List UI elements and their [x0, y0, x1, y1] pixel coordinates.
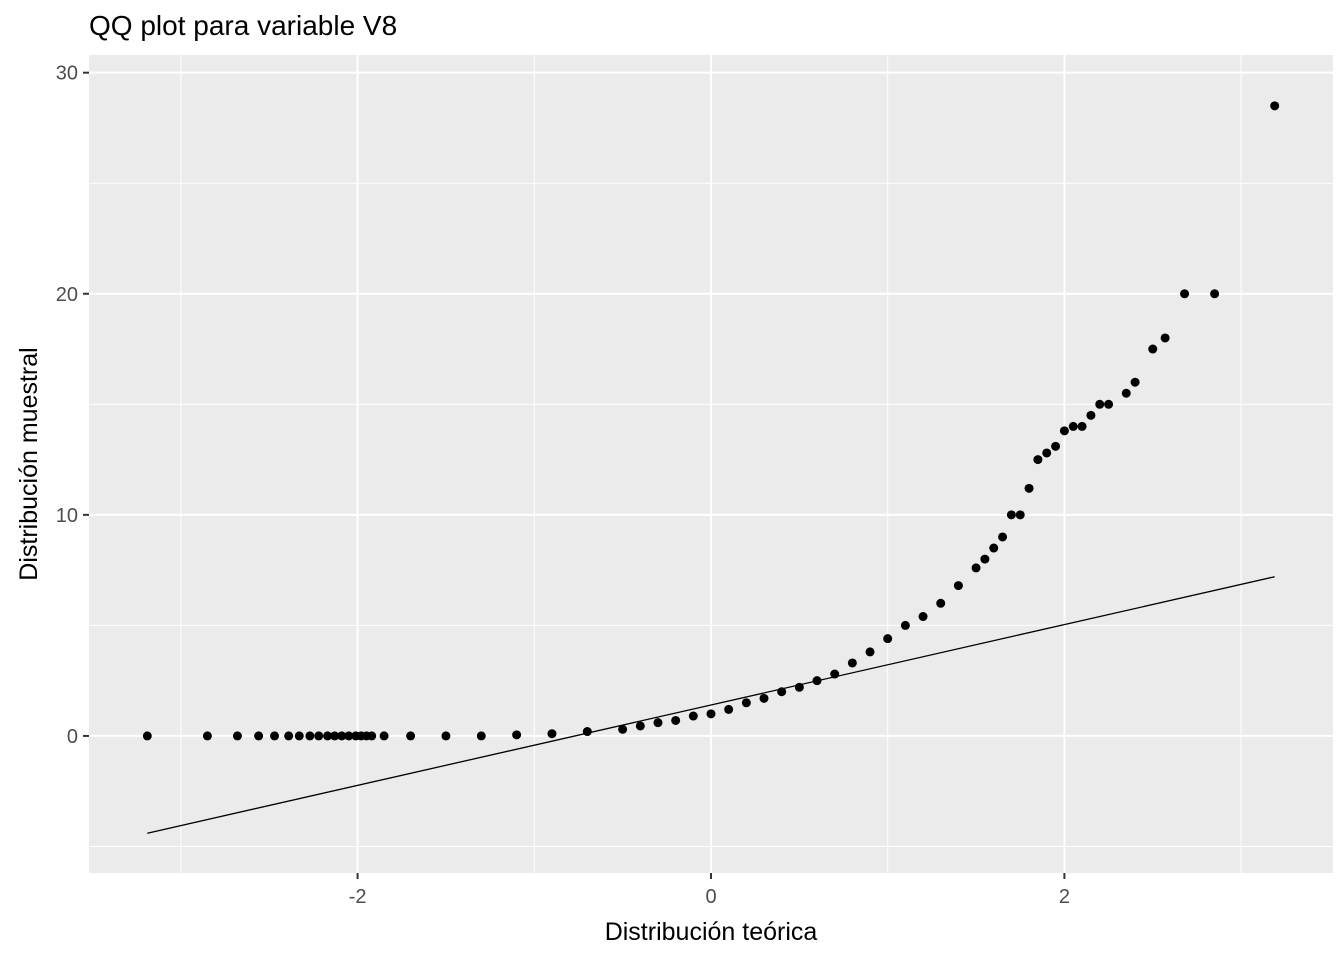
- data-point: [936, 598, 946, 608]
- data-point: [688, 711, 698, 721]
- data-point: [582, 727, 592, 737]
- data-point: [1095, 399, 1105, 409]
- data-point: [1086, 410, 1096, 420]
- data-point: [1180, 289, 1190, 299]
- data-point: [337, 731, 347, 741]
- data-point: [1033, 455, 1043, 465]
- data-points: [142, 101, 1280, 741]
- data-point: [284, 731, 294, 741]
- data-point: [294, 731, 304, 741]
- chart-title: QQ plot para variable V8: [89, 10, 398, 41]
- y-tick-label: 10: [56, 505, 78, 527]
- data-point: [1059, 426, 1069, 436]
- data-point: [305, 731, 315, 741]
- data-point: [1077, 421, 1087, 431]
- data-point: [865, 647, 875, 657]
- data-point: [653, 718, 663, 728]
- data-point: [998, 532, 1008, 542]
- data-point: [202, 731, 212, 741]
- data-point: [323, 731, 333, 741]
- data-point: [989, 543, 999, 553]
- data-point: [1160, 333, 1170, 343]
- data-point: [379, 731, 389, 741]
- data-point: [1121, 388, 1131, 398]
- data-point: [142, 731, 152, 741]
- y-tick-label: 0: [67, 726, 78, 748]
- data-point: [830, 669, 840, 679]
- data-point: [547, 729, 557, 739]
- data-point: [512, 730, 522, 740]
- y-axis-title: Distribución muestral: [15, 347, 43, 580]
- data-point: [900, 620, 910, 630]
- data-point: [1051, 441, 1061, 451]
- data-point: [794, 682, 804, 692]
- x-axis-title: Distribución teórica: [605, 918, 818, 946]
- data-point: [314, 731, 324, 741]
- data-point: [918, 612, 928, 622]
- data-point: [254, 731, 264, 741]
- data-point: [724, 704, 734, 714]
- x-tick-labels: -2 0 2: [349, 886, 1070, 908]
- data-point: [953, 581, 963, 591]
- data-point: [971, 563, 981, 573]
- data-point: [618, 724, 628, 734]
- data-point: [232, 731, 242, 741]
- data-point: [812, 676, 822, 686]
- data-point: [1042, 448, 1052, 458]
- data-point: [1104, 399, 1114, 409]
- data-point: [741, 698, 751, 708]
- data-point: [1148, 344, 1158, 354]
- data-point: [1130, 377, 1140, 387]
- data-point: [706, 709, 716, 719]
- x-tick-label: -2: [349, 886, 367, 908]
- data-point: [330, 731, 340, 741]
- data-point: [777, 687, 787, 697]
- data-point: [1015, 510, 1025, 520]
- x-tick-label: 2: [1059, 886, 1070, 908]
- data-point: [671, 715, 681, 725]
- data-point: [1210, 289, 1220, 299]
- data-point: [759, 693, 769, 703]
- data-point: [883, 634, 893, 644]
- data-point: [344, 731, 354, 741]
- x-tick-label: 0: [705, 886, 716, 908]
- data-point: [1068, 421, 1078, 431]
- axis-ticks: [83, 71, 1066, 879]
- y-tick-label: 30: [56, 63, 78, 85]
- y-tick-label: 20: [56, 284, 78, 306]
- data-point: [406, 731, 416, 741]
- data-point: [270, 731, 280, 741]
- data-point: [1270, 101, 1280, 111]
- data-point: [635, 721, 645, 731]
- data-point: [1006, 510, 1016, 520]
- data-point: [367, 731, 377, 741]
- data-point: [980, 554, 990, 564]
- data-point: [441, 731, 451, 741]
- y-tick-labels: 0 10 20 30: [56, 63, 78, 748]
- data-point: [476, 731, 486, 741]
- data-point: [1024, 483, 1034, 493]
- data-point: [847, 658, 857, 668]
- reference-line: [147, 576, 1275, 834]
